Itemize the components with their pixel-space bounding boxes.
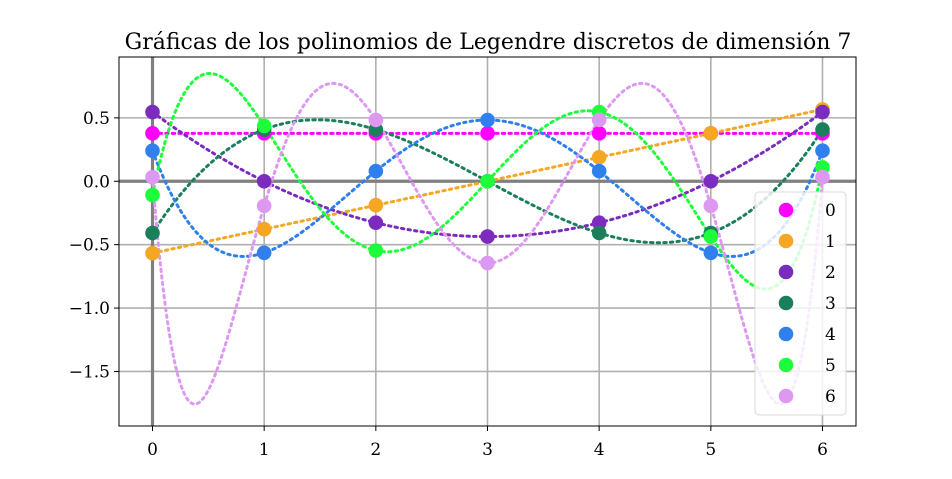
legend-label-2: 2	[825, 263, 836, 283]
data-point-1-5	[703, 126, 719, 141]
y-tick-label-3: −1.0	[69, 299, 110, 319]
data-point-2-5	[703, 173, 719, 189]
legend-label-3: 3	[825, 294, 836, 314]
data-point-3-6	[815, 122, 830, 137]
data-point-6-6	[815, 169, 830, 185]
data-point-5-3	[480, 173, 495, 189]
x-tick-label-3: 3	[482, 440, 493, 460]
chart-title: Gráficas de los polinomios de Legendre d…	[125, 30, 852, 55]
y-tick-label-1: 0.0	[83, 172, 110, 192]
data-point-2-2	[368, 215, 384, 231]
data-point-0-3	[480, 126, 495, 141]
legend-box	[754, 191, 847, 416]
data-point-1-1	[256, 221, 272, 237]
data-point-0-4	[591, 126, 607, 141]
legend-marker-6	[778, 388, 794, 404]
data-point-2-6	[815, 104, 830, 120]
data-point-6-1	[256, 198, 272, 214]
legend-marker-0	[778, 202, 794, 218]
data-point-4-5	[703, 245, 719, 261]
legend-label-6: 6	[825, 387, 836, 407]
data-point-4-2	[368, 163, 384, 179]
legend-label-4: 4	[825, 325, 836, 345]
x-tick-label-1: 1	[259, 440, 270, 460]
series-points	[145, 102, 830, 271]
legend-label-0: 0	[825, 201, 836, 221]
legend-marker-3	[778, 295, 794, 311]
data-point-2-3	[480, 229, 495, 244]
data-point-0-0	[145, 126, 160, 141]
legend-marker-2	[778, 264, 794, 280]
data-point-4-1	[256, 245, 272, 261]
data-point-6-3	[480, 255, 495, 271]
x-tick-label-4: 4	[594, 440, 605, 460]
data-point-4-3	[480, 112, 495, 128]
data-point-6-4	[591, 112, 607, 128]
ticks: 0 1 2 3 4 5 6 0.5 0.0 −0.5 −1.0 −1.5	[69, 109, 828, 460]
data-point-4-0	[145, 143, 160, 159]
y-tick-label-0: 0.5	[83, 109, 110, 129]
data-point-1-4	[591, 150, 607, 165]
x-tick-label-0: 0	[147, 440, 158, 460]
data-point-5-2	[368, 243, 384, 258]
data-point-3-0	[145, 225, 160, 241]
y-tick-label-4: −1.5	[69, 362, 110, 382]
data-point-1-0	[145, 245, 160, 261]
data-point-2-1	[256, 173, 272, 189]
legend-marker-5	[778, 357, 794, 373]
data-point-6-5	[703, 198, 719, 214]
legend-label-5: 5	[825, 356, 836, 376]
legend-marker-4	[778, 326, 794, 342]
data-point-6-2	[368, 112, 384, 128]
x-tick-label-5: 5	[705, 440, 716, 460]
data-point-3-4	[591, 225, 607, 241]
y-tick-label-2: −0.5	[69, 236, 110, 256]
legend-marker-1	[778, 233, 794, 249]
data-point-6-0	[145, 169, 160, 185]
data-point-5-0	[145, 187, 160, 203]
data-point-2-0	[145, 104, 160, 120]
data-point-2-4	[591, 215, 607, 231]
data-point-5-5	[703, 229, 719, 244]
data-point-1-2	[368, 197, 384, 213]
legend-label-1: 1	[825, 232, 836, 252]
data-point-5-1	[256, 118, 272, 134]
x-tick-label-2: 2	[370, 440, 381, 460]
data-point-4-6	[815, 143, 830, 159]
data-point-4-4	[591, 163, 607, 179]
legend: 0 1 2 3 4 5 6	[754, 191, 847, 416]
x-tick-label-6: 6	[817, 440, 828, 460]
